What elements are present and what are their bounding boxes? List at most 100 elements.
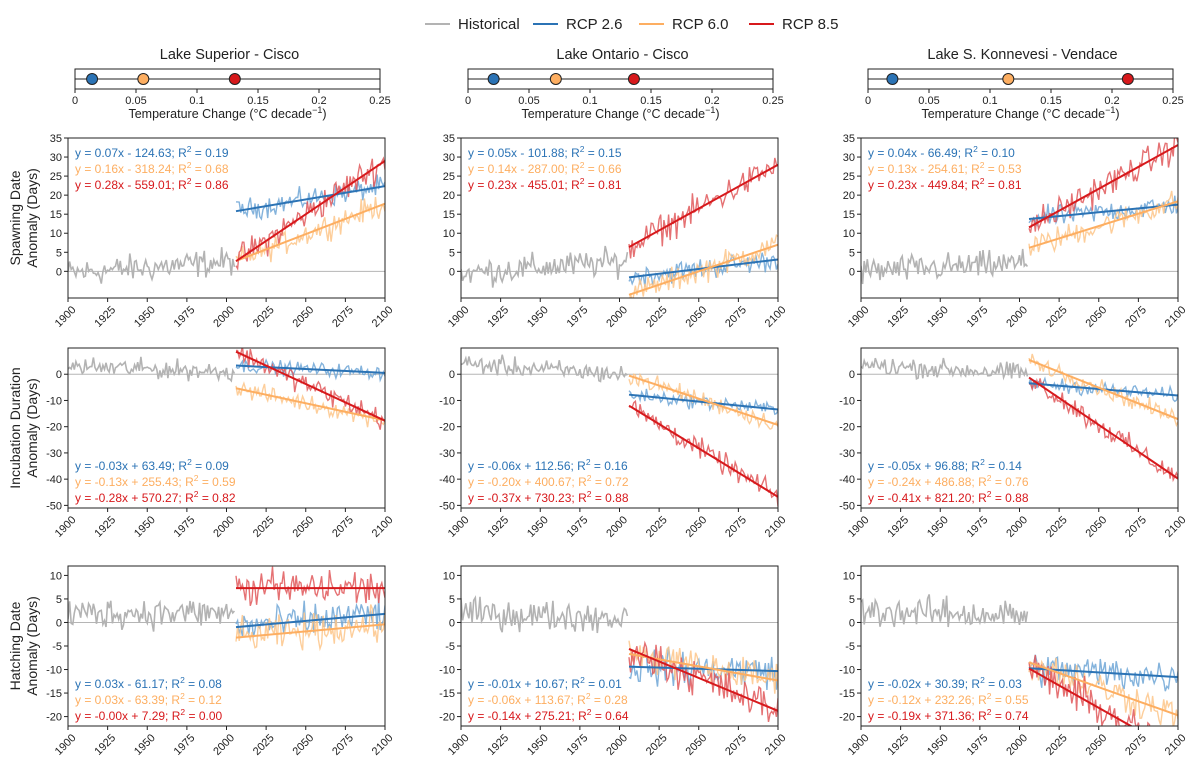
x-tick-label: 1925 <box>92 304 118 330</box>
temp-marker-rcp26-0 <box>86 73 99 85</box>
x-tick-label: 1900 <box>846 732 872 758</box>
fit-equation-text: y = -0.24x + 486.88; R <box>868 475 987 489</box>
fit-r2-superscript: 2 <box>980 160 985 170</box>
x-tick-label: 1925 <box>885 732 911 758</box>
legend-label-0: Historical <box>458 16 520 33</box>
rcp85-trend-line <box>628 404 778 498</box>
fit-r2-value: = 0.88 <box>591 491 628 505</box>
temp-tick-label-2-2: 0.1 <box>982 95 997 107</box>
rcp60-trend-line <box>235 387 385 422</box>
fit-r2-superscript: 2 <box>586 691 591 701</box>
fit-equation-rcp60: y = -0.24x + 486.88; R2 = 0.76 <box>868 473 1029 489</box>
y-tick-label: -50 <box>439 500 455 512</box>
panel-2-2: 10 5 0 -5 -10 -15 -20 1900 1925 1950 1975 2000 2025 2… <box>839 565 1189 758</box>
y-tick-label: 25 <box>443 171 455 183</box>
fit-equation-text: y = -0.19x + 371.36; R <box>868 709 987 723</box>
x-tick-label: 2100 <box>763 304 789 330</box>
y-tick-label: -10 <box>439 395 455 407</box>
x-tick-label: 2075 <box>330 304 356 330</box>
temp-axis-label-sup: −1 <box>705 105 715 115</box>
fit-equation-rcp26: y = 0.03x - 61.17; R2 = 0.08 <box>75 675 222 691</box>
x-tick-label: 1950 <box>132 732 158 758</box>
fit-equation-text: y = 0.14x - 287.00; R <box>468 162 580 176</box>
temp-tick-label-2-1: 0.05 <box>918 95 939 107</box>
rcp26-trend-line <box>235 185 385 213</box>
fit-equation-rcp26: y = 0.05x - 101.88; R2 = 0.15 <box>468 144 622 160</box>
fit-equation-text: y = -0.05x + 96.88; R <box>868 459 980 473</box>
y-tick-label: 35 <box>50 133 62 145</box>
rcp26-series <box>1028 654 1178 692</box>
y-tick-label: -5 <box>445 641 455 653</box>
fit-r2-value: = 0.12 <box>185 693 222 707</box>
temp-tick-label-2-3: 0.15 <box>1040 95 1061 107</box>
legend-label-2: RCP 6.0 <box>672 16 728 33</box>
rcp85-series <box>235 566 385 607</box>
rcp85-series <box>1028 654 1166 726</box>
temp-tick-label-1-0: 0 <box>465 95 471 107</box>
temp-tick-label-0-3: 0.15 <box>247 95 268 107</box>
fit-equation-rcp26: y = 0.07x - 124.63; R2 = 0.19 <box>75 144 229 160</box>
x-tick-label: 1950 <box>132 304 158 330</box>
y-tick-label: -10 <box>439 665 455 677</box>
fit-equation-text: y = -0.20x + 400.67; R <box>468 475 587 489</box>
fit-equation-rcp85: y = -0.14x + 275.21; R2 = 0.64 <box>468 707 629 723</box>
fit-r2-superscript: 2 <box>180 691 185 701</box>
fit-equation-text: y = -0.28x + 570.27; R <box>75 491 194 505</box>
fit-equation-rcp60: y = 0.14x - 287.00; R2 = 0.66 <box>468 160 622 176</box>
fit-equation-rcp85: y = -0.41x + 821.20; R2 = 0.88 <box>868 489 1029 505</box>
fit-equation-text: y = -0.01x + 10.67; R <box>468 677 580 691</box>
fit-equation-rcp85: y = -0.19x + 371.36; R2 = 0.74 <box>868 707 1029 723</box>
temp-tick-label-0-1: 0.05 <box>125 95 146 107</box>
x-tick-label: 2050 <box>1084 732 1110 758</box>
x-tick-label: 1925 <box>885 514 911 540</box>
x-tick-label: 2100 <box>1163 514 1189 540</box>
fit-r2-value: = 0.19 <box>191 146 228 160</box>
fit-r2-value: = 0.88 <box>991 491 1028 505</box>
temp-axis-label-sup: −1 <box>1105 105 1115 115</box>
x-tick-label: 2075 <box>330 732 356 758</box>
x-tick-label: 2025 <box>1044 304 1070 330</box>
y-tick-label: 20 <box>843 190 855 202</box>
fit-r2-superscript: 2 <box>180 707 185 717</box>
fit-r2-value: = 0.81 <box>984 178 1021 192</box>
fit-equation-text: y = -0.14x + 275.21; R <box>468 709 587 723</box>
fit-r2-value: = 0.64 <box>591 709 628 723</box>
rcp85-series <box>1028 138 1178 234</box>
fit-equation-text: y = 0.07x - 124.63; R <box>75 146 187 160</box>
x-tick-label: 2025 <box>251 514 277 540</box>
x-tick-label: 1925 <box>885 304 911 330</box>
fit-r2-superscript: 2 <box>987 691 992 701</box>
historical-series <box>461 354 628 383</box>
y-tick-label: 0 <box>56 266 62 278</box>
x-tick-label: 2025 <box>1044 732 1070 758</box>
lake-title-1: Lake Ontario - Cisco <box>556 47 688 63</box>
legend-label-3: RCP 8.5 <box>782 16 838 33</box>
fit-r2-superscript: 2 <box>987 473 992 483</box>
y-tick-label: 15 <box>50 209 62 221</box>
x-tick-label: 2075 <box>723 732 749 758</box>
rcp60-trend-line <box>628 374 778 426</box>
fit-r2-superscript: 2 <box>187 457 192 467</box>
temp-tick-label-0-5: 0.25 <box>369 95 390 107</box>
fit-equation-text: y = 0.13x - 254.61; R <box>868 162 980 176</box>
fit-equation-text: y = 0.28x - 559.01; R <box>75 178 187 192</box>
y-tick-label: 30 <box>443 152 455 164</box>
fit-equation-text: y = 0.03x - 61.17; R <box>75 677 180 691</box>
x-tick-label: 1950 <box>132 514 158 540</box>
row-ylabel-line: Anomaly (Days) <box>24 378 40 478</box>
rcp85-trend-line <box>628 648 778 712</box>
y-tick-label: 10 <box>443 228 455 240</box>
temp-marker-rcp26-1 <box>487 73 500 85</box>
fit-r2-value: = 0.72 <box>591 475 628 489</box>
temp-axis-label-close: ) <box>715 107 719 121</box>
rcp85-trend-line <box>235 160 385 262</box>
x-tick-label: 2025 <box>644 304 670 330</box>
fit-r2-superscript: 2 <box>980 176 985 186</box>
y-tick-label: 0 <box>449 369 455 381</box>
historical-series <box>461 595 629 634</box>
fit-equation-text: y = -0.13x + 255.43; R <box>75 475 194 489</box>
fit-r2-superscript: 2 <box>580 144 585 154</box>
temp-tick-label-1-1: 0.05 <box>518 95 539 107</box>
x-tick-label: 1975 <box>965 732 991 758</box>
